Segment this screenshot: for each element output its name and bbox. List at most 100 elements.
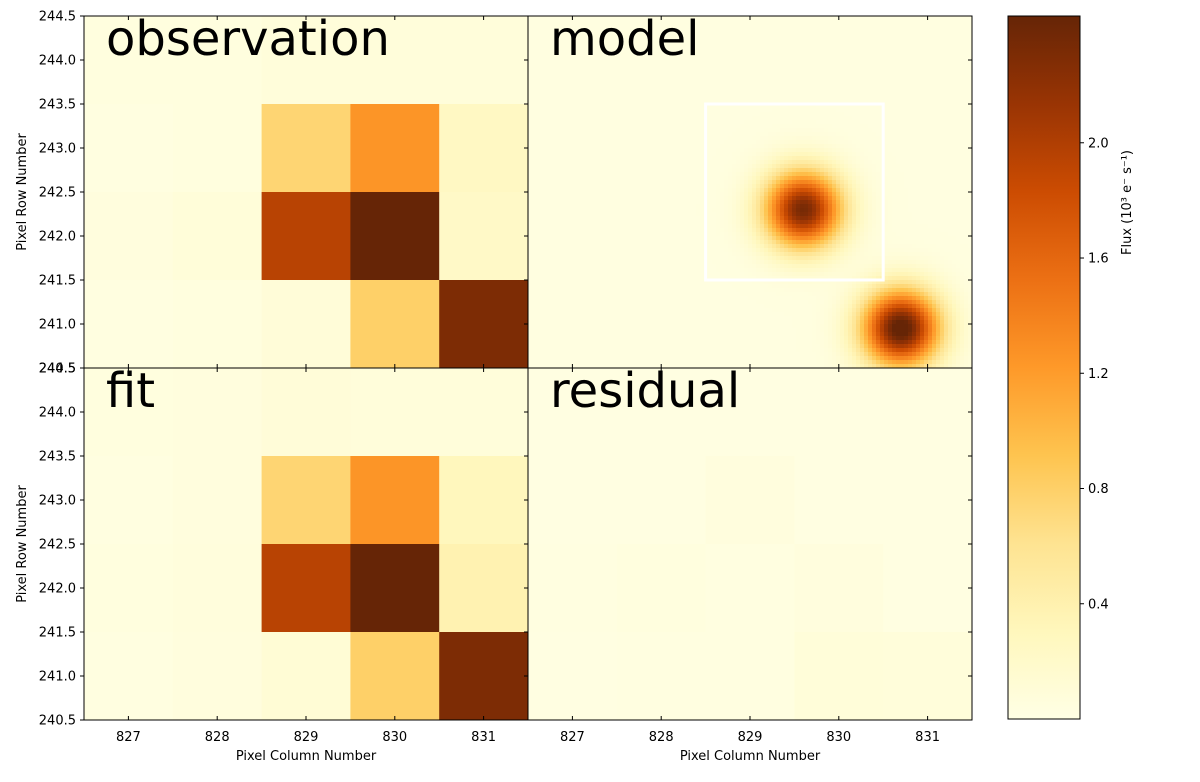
- model-cell: [656, 56, 661, 61]
- model-cell: [592, 328, 597, 333]
- model-cell: [572, 296, 577, 301]
- model-cell: [728, 260, 733, 265]
- model-cell: [712, 204, 717, 209]
- model-cell: [688, 292, 693, 297]
- model-cell: [752, 36, 757, 41]
- model-cell: [540, 312, 545, 317]
- model-cell: [640, 304, 645, 309]
- model-cell: [748, 284, 753, 289]
- model-cell: [640, 320, 645, 325]
- model-cell: [568, 364, 573, 368]
- model-cell: [696, 148, 701, 153]
- model-cell: [668, 336, 673, 341]
- model-cell: [704, 308, 709, 313]
- model-cell: [648, 196, 653, 201]
- model-cell: [544, 200, 549, 205]
- model-cell: [700, 132, 705, 137]
- model-cell: [672, 60, 677, 65]
- model-cell: [604, 264, 609, 269]
- model-cell: [572, 336, 577, 341]
- model-cell: [624, 276, 629, 281]
- model-cell: [528, 152, 533, 157]
- model-cell: [580, 16, 585, 21]
- model-cell: [596, 40, 601, 45]
- model-cell: [592, 196, 597, 201]
- model-cell: [676, 156, 681, 161]
- model-cell: [712, 192, 717, 197]
- model-cell: [664, 160, 669, 165]
- model-cell: [628, 16, 633, 21]
- model-cell: [672, 300, 677, 305]
- model-cell: [552, 88, 557, 93]
- model-cell: [708, 220, 713, 225]
- model-cell: [672, 320, 677, 325]
- model-cell: [572, 88, 577, 93]
- model-cell: [632, 96, 637, 101]
- model-cell: [700, 256, 705, 261]
- model-cell: [552, 356, 557, 361]
- model-cell: [724, 172, 729, 177]
- model-cell: [588, 232, 593, 237]
- model-cell: [748, 208, 753, 213]
- model-cell: [560, 192, 565, 197]
- model-cell: [680, 84, 685, 89]
- model-cell: [544, 96, 549, 101]
- model-cell: [560, 200, 565, 205]
- model-cell: [692, 68, 697, 73]
- model-cell: [620, 72, 625, 77]
- model-cell: [620, 200, 625, 205]
- model-cell: [616, 348, 621, 353]
- model-cell: [624, 96, 629, 101]
- model-cell: [680, 320, 685, 325]
- model-cell: [612, 72, 617, 77]
- model-cell: [588, 20, 593, 25]
- model-cell: [592, 184, 597, 189]
- model-cell: [732, 60, 737, 65]
- model-cell: [580, 40, 585, 45]
- model-cell: [536, 204, 541, 209]
- model-cell: [648, 336, 653, 341]
- model-cell: [532, 324, 537, 329]
- model-cell: [712, 60, 717, 65]
- model-cell: [528, 36, 533, 41]
- model-cell: [672, 304, 677, 309]
- model-cell: [692, 140, 697, 145]
- model-cell: [692, 64, 697, 69]
- model-cell: [552, 144, 557, 149]
- model-cell: [600, 220, 605, 225]
- model-cell: [680, 144, 685, 149]
- model-cell: [664, 244, 669, 249]
- model-cell: [740, 112, 745, 117]
- model-cell: [540, 352, 545, 357]
- model-cell: [552, 344, 557, 349]
- model-cell: [544, 252, 549, 257]
- model-cell: [640, 56, 645, 61]
- model-cell: [604, 328, 609, 333]
- model-cell: [688, 316, 693, 321]
- model-cell: [612, 192, 617, 197]
- model-cell: [576, 292, 581, 297]
- model-cell: [708, 44, 713, 49]
- model-cell: [616, 180, 621, 185]
- model-cell: [656, 40, 661, 45]
- model-cell: [656, 176, 661, 181]
- model-cell: [600, 16, 605, 21]
- model-cell: [740, 264, 745, 269]
- model-cell: [564, 156, 569, 161]
- model-cell: [660, 152, 665, 157]
- model-cell: [572, 112, 577, 117]
- model-cell: [632, 108, 637, 113]
- model-cell: [692, 240, 697, 245]
- model-cell: [588, 84, 593, 89]
- model-cell: [612, 280, 617, 285]
- model-cell: [716, 40, 721, 45]
- model-cell: [636, 60, 641, 65]
- model-cell: [580, 196, 585, 201]
- model-cell: [612, 96, 617, 101]
- model-cell: [628, 292, 633, 297]
- model-cell: [568, 236, 573, 241]
- model-cell: [552, 148, 557, 153]
- model-cell: [728, 92, 733, 97]
- model-cell: [748, 52, 753, 57]
- model-cell: [596, 348, 601, 353]
